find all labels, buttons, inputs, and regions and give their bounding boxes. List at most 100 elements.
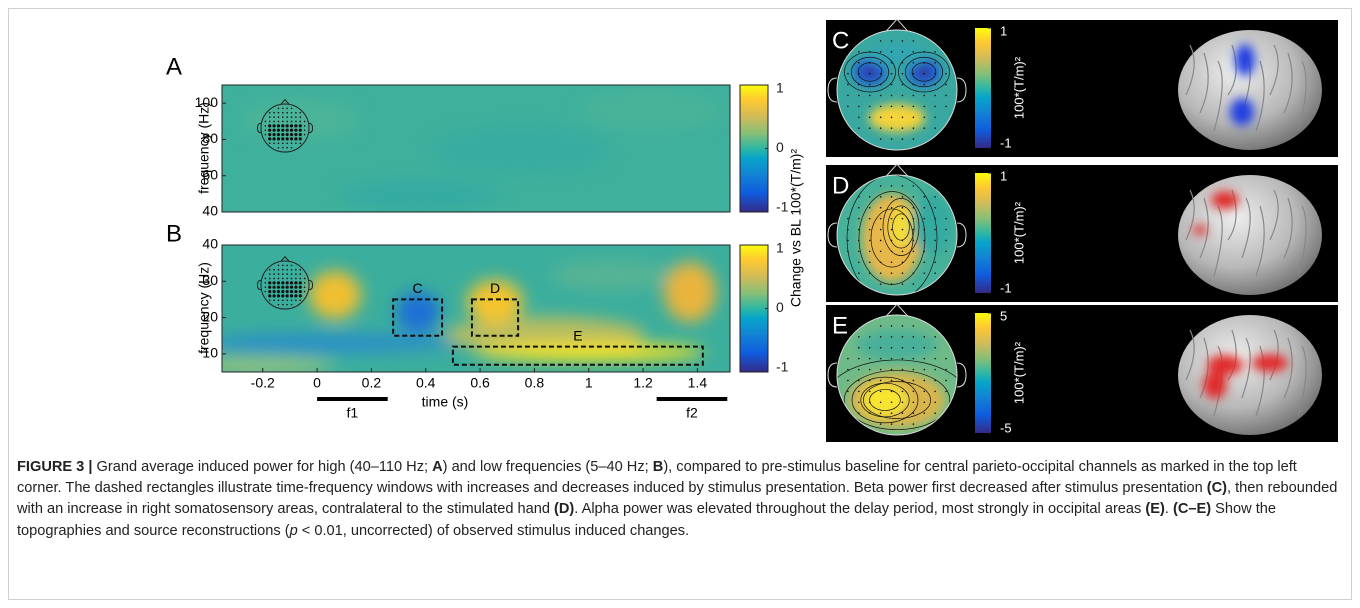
contour-line	[892, 213, 910, 241]
sensor-dot	[268, 277, 271, 280]
sensor-dot	[901, 239, 904, 242]
sensor-dot	[923, 401, 926, 404]
sensor-dot	[858, 83, 860, 86]
caption-text: Grand average induced power for high (40…	[92, 459, 433, 475]
sensor-dot	[264, 290, 267, 293]
sensor-dot	[868, 228, 871, 231]
sensor-dot	[277, 264, 280, 267]
heatmap-blob	[396, 292, 440, 332]
sensor-dot	[282, 273, 284, 275]
sensor-dot	[868, 368, 871, 371]
sensor-dot	[289, 294, 294, 298]
sensor-dot	[890, 379, 893, 382]
sensor-dot	[879, 61, 882, 64]
sensor-dot	[294, 294, 298, 298]
heatmap-blobs	[240, 90, 720, 210]
colorbar-tick-label: 0	[776, 139, 784, 155]
heatmap-blob	[550, 260, 670, 290]
sensor-dot	[901, 228, 904, 231]
sensor-dot	[934, 206, 936, 209]
sensor-dot	[934, 412, 936, 414]
sensor-dot	[868, 105, 871, 108]
contour-line	[869, 389, 901, 411]
head-nose	[280, 98, 290, 105]
brain-sulcus	[1255, 205, 1265, 277]
sensor-dot	[890, 272, 893, 274]
sensor-dot	[923, 51, 926, 53]
sensor-dot	[879, 272, 882, 274]
sensor-dot	[282, 116, 284, 118]
sensor-dot	[923, 379, 926, 382]
sensor-dot	[847, 239, 849, 242]
sensor-dot	[934, 105, 936, 108]
sensor-dot	[268, 268, 271, 271]
topography-blobs	[862, 194, 952, 282]
sensor-dot	[847, 94, 849, 97]
sensor-dot	[934, 72, 936, 75]
window-label: D	[490, 280, 500, 296]
sensor-dot	[281, 124, 285, 128]
sensor-dot	[268, 273, 271, 275]
sensor-dot	[303, 286, 306, 288]
sensor-dot	[934, 239, 936, 242]
sensor-dot	[901, 51, 904, 53]
sensor-dot	[879, 357, 882, 360]
sensor-dot	[890, 423, 893, 425]
caption-text: ) and low frequencies (5–40 Hz;	[442, 459, 653, 475]
sensor-dot	[847, 72, 849, 75]
sensor-dot	[912, 412, 915, 414]
sensor-dot	[299, 277, 302, 280]
colorbar	[975, 173, 991, 293]
sensor-dot	[879, 116, 882, 119]
brain	[1178, 30, 1322, 150]
sensor-dot	[934, 250, 936, 253]
sensor-dot	[268, 285, 272, 289]
heatmap-blobs	[222, 260, 716, 372]
sensor-dot	[289, 137, 294, 141]
caption-italic: p	[289, 522, 298, 539]
topography-blob	[889, 207, 913, 247]
sensor-dot	[945, 390, 947, 393]
sensor-dot	[901, 412, 904, 414]
sensor-dot	[303, 133, 306, 136]
activation	[1193, 191, 1239, 235]
sensor-dot	[934, 196, 936, 198]
brain-sulcus	[1283, 197, 1293, 259]
topography-blob	[863, 66, 877, 78]
sensor-dot	[858, 368, 860, 371]
colorbar	[739, 244, 769, 373]
sensor-dot	[303, 129, 306, 131]
sensor-dot	[945, 357, 947, 360]
sensor-dot	[879, 412, 882, 414]
sensor-dot	[934, 346, 936, 349]
sensor-dot	[890, 239, 893, 242]
sensor-dot	[289, 285, 294, 289]
sensor-dot	[890, 250, 893, 253]
sensor-dot	[295, 299, 297, 302]
sensor-dot	[901, 423, 904, 425]
sensor-dot	[890, 185, 893, 187]
sensor-dot	[286, 268, 288, 271]
brain-sulcus	[1185, 329, 1195, 381]
sensor-dot	[912, 261, 915, 264]
contour-line	[904, 56, 944, 88]
caption-ref: (C–E)	[1172, 501, 1212, 518]
sensor-dot	[890, 261, 893, 264]
heatmap-frame	[221, 84, 731, 213]
sensor-dot	[299, 120, 302, 123]
sensor-dot	[901, 336, 904, 338]
heatmap	[222, 85, 730, 212]
sensor-dot	[912, 250, 915, 253]
sensor-dot	[879, 379, 882, 382]
sensor-dot	[273, 142, 275, 145]
sensor-dot	[945, 217, 947, 220]
brain-sulcus	[1255, 60, 1265, 132]
sensor-dot	[289, 289, 294, 294]
brain-sulcus	[1283, 52, 1293, 114]
sensor-dot	[901, 325, 904, 327]
sensor-dot	[901, 61, 904, 64]
sensor-dot	[282, 120, 284, 123]
brain-sulcus	[1227, 44, 1237, 96]
sensor-dot	[847, 368, 849, 371]
sensor-dot	[858, 196, 860, 198]
